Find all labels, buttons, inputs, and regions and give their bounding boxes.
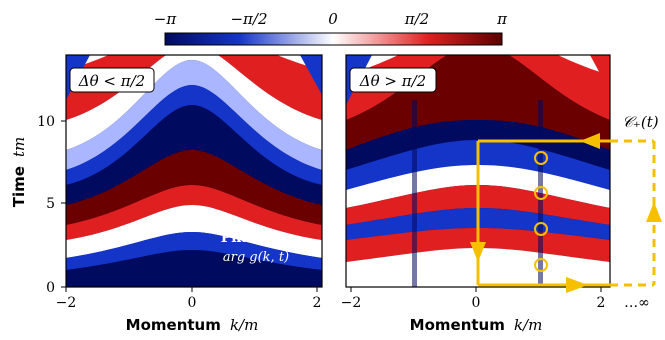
left-phase-plot: Δθ < π/2 Phase arg g(k, t) −2 0 2 0 5 10 bbox=[37, 54, 323, 311]
right-x-tick-0: −2 bbox=[341, 295, 362, 311]
x-axis-label-left-bold: Momentum bbox=[126, 316, 221, 334]
right-condition-label-box: Δθ > π/2 bbox=[349, 67, 437, 93]
colorbar-tick-3: π/2 bbox=[404, 10, 429, 28]
contour-label: 𝒞₊(t) bbox=[622, 113, 659, 131]
left-x-tick-0: −2 bbox=[56, 295, 77, 311]
colorbar-tick-2: 0 bbox=[328, 10, 338, 28]
x-axis-label-left: Momentum k/m bbox=[126, 315, 259, 334]
y-tick-0: 0 bbox=[46, 280, 55, 296]
contour-arrow-right-icon bbox=[566, 277, 588, 293]
svg-text:Time tm: Time tm bbox=[9, 137, 28, 208]
colorbar-tick-1: −π/2 bbox=[230, 10, 267, 28]
x-axis-label-right-math: k/m bbox=[514, 316, 542, 334]
winding-circle-icon bbox=[534, 222, 548, 236]
svg-text:Momentum k/m: Momentum k/m bbox=[126, 315, 259, 334]
left-condition-label: Δθ < π/2 bbox=[78, 72, 145, 90]
right-phase-plot: Δθ > π/2 −2 0 2 …∞ bbox=[341, 54, 650, 311]
y-axis-label-bold: Time bbox=[10, 166, 28, 207]
right-x-tick-infinity: …∞ bbox=[624, 295, 650, 311]
x-axis-label-right-bold: Momentum bbox=[410, 316, 505, 334]
left-condition-label-box: Δθ < π/2 bbox=[69, 67, 155, 93]
right-condition-label: Δθ > π/2 bbox=[359, 72, 426, 90]
y-tick-5: 5 bbox=[46, 196, 55, 212]
right-x-tick-1: 0 bbox=[472, 295, 481, 311]
x-axis-label-right: Momentum k/m bbox=[410, 315, 543, 334]
colorbar: −π −π/2 0 π/2 π bbox=[154, 10, 508, 46]
winding-circle-icon bbox=[534, 258, 548, 272]
x-axis-label-left-math: k/m bbox=[230, 316, 258, 334]
phase-title: Phase bbox=[221, 230, 268, 246]
colorbar-gradient bbox=[164, 32, 503, 46]
left-x-tick-2: 2 bbox=[313, 295, 322, 311]
colorbar-tick-0: −π bbox=[154, 10, 178, 28]
winding-circle-icon bbox=[534, 151, 548, 165]
phase-formula: arg g(k, t) bbox=[223, 250, 289, 265]
y-axis-label: Time tm bbox=[9, 137, 28, 208]
left-x-tick-1: 0 bbox=[188, 295, 197, 311]
colorbar-tick-4: π bbox=[496, 10, 508, 28]
y-tick-10: 10 bbox=[37, 114, 55, 130]
contour-arrow-up-icon bbox=[646, 202, 662, 222]
y-axis-label-math: tm bbox=[10, 137, 28, 157]
contour-arrows bbox=[470, 133, 662, 293]
contour-arrow-left-icon bbox=[580, 133, 600, 149]
svg-text:Momentum k/m: Momentum k/m bbox=[410, 315, 543, 334]
contour-arrow-down-icon bbox=[470, 242, 486, 262]
winding-markers bbox=[534, 151, 548, 272]
right-x-tick-2: 2 bbox=[597, 295, 606, 311]
winding-circle-icon bbox=[534, 186, 548, 200]
